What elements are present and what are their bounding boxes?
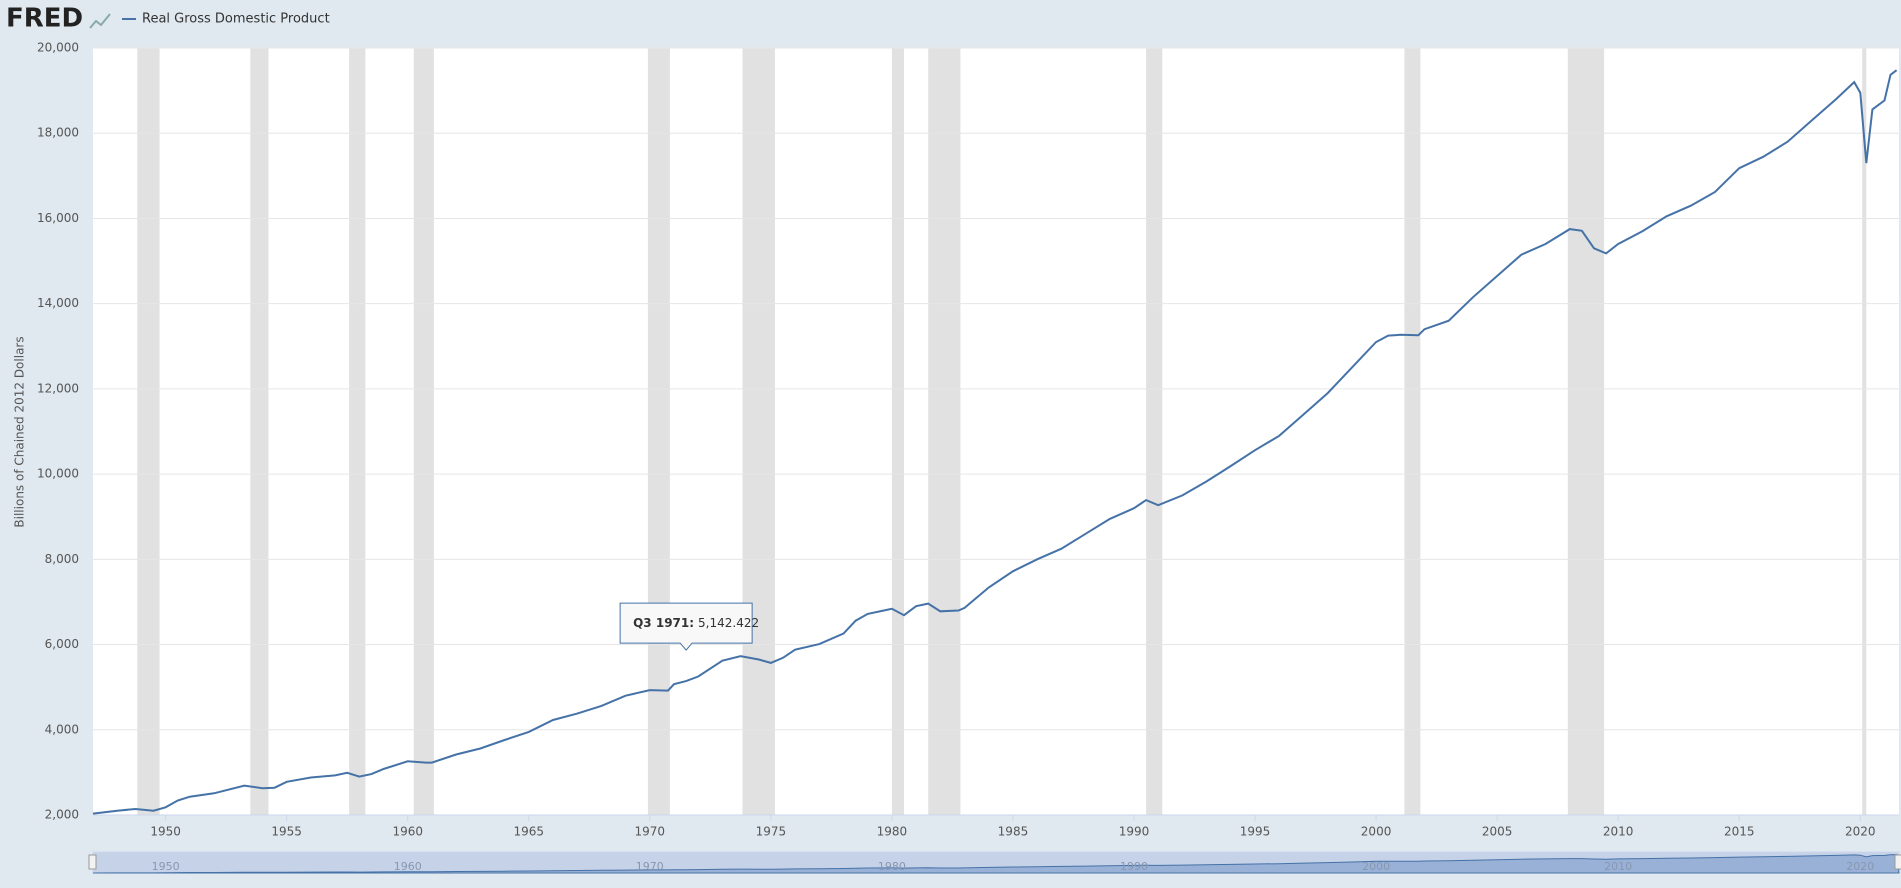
y-tick-label: 4,000 (45, 722, 79, 736)
x-tick-label: 1995 (1240, 825, 1271, 839)
recession-band (137, 48, 160, 815)
y-tick-label: 16,000 (37, 211, 79, 225)
recession-band (891, 48, 905, 815)
navigator-label: 2000 (1362, 860, 1390, 873)
x-tick-label: 2000 (1361, 825, 1392, 839)
recession-band (647, 48, 670, 815)
y-tick-label: 6,000 (45, 637, 79, 651)
x-tick-label: 1970 (635, 825, 666, 839)
y-tick-label: 10,000 (37, 467, 79, 481)
x-tick-label: 1980 (877, 825, 908, 839)
legend-label[interactable]: Real Gross Domestic Product (142, 12, 330, 27)
x-tick-label: 1965 (513, 825, 544, 839)
x-tick-label: 2015 (1724, 825, 1755, 839)
y-tick-label: 2,000 (45, 808, 79, 822)
logo-icon (89, 13, 111, 29)
recession-band (1404, 48, 1421, 815)
recession-band (1862, 48, 1867, 815)
x-tick-label: 1960 (392, 825, 423, 839)
tooltip-value: 5,142.422 (698, 616, 759, 630)
recession-band (1146, 48, 1163, 815)
x-tick-label: 2005 (1482, 825, 1513, 839)
navigator-area (92, 854, 1900, 874)
navigator-label: 1980 (878, 860, 906, 873)
y-tick-label: 20,000 (37, 41, 79, 55)
navigator-label: 1970 (636, 860, 664, 873)
x-tick-label: 2020 (1845, 825, 1876, 839)
tooltip-text: Q3 1971: 5,142.422 (633, 616, 759, 630)
recession-band (250, 48, 269, 815)
tooltip-box (619, 602, 753, 651)
y-axis-label: Billions of Chained 2012 Dollars (13, 336, 27, 527)
navigator-handle[interactable] (1894, 854, 1901, 870)
y-tick-label: 18,000 (37, 126, 79, 140)
y-tick-label: 14,000 (37, 296, 79, 310)
recession-band (1567, 48, 1605, 815)
x-tick-label: 2010 (1603, 825, 1634, 839)
x-tick-label: 1955 (271, 825, 302, 839)
x-tick-label: 1985 (998, 825, 1029, 839)
recession-band (928, 48, 961, 815)
tooltip-label: Q3 1971: (633, 616, 694, 630)
navigator-label: 2020 (1846, 860, 1874, 873)
navigator-handle[interactable] (88, 854, 97, 870)
x-tick-label: 1990 (1119, 825, 1150, 839)
navigator-label: 2010 (1604, 860, 1632, 873)
tooltip: Q3 1971: 5,142.422 (619, 602, 759, 651)
navigator-label: 1990 (1120, 860, 1148, 873)
series-line (92, 69, 1898, 815)
navigator-label: 1950 (152, 860, 180, 873)
recession-band (349, 48, 366, 815)
x-tick-label: 1950 (150, 825, 181, 839)
y-tick-label: 12,000 (37, 381, 79, 395)
logo[interactable]: FRED (6, 4, 83, 34)
recession-band (742, 48, 775, 815)
x-tick-label: 1975 (756, 825, 787, 839)
navigator-label: 1960 (394, 860, 422, 873)
recession-band (413, 48, 434, 815)
y-tick-label: 8,000 (45, 552, 79, 566)
